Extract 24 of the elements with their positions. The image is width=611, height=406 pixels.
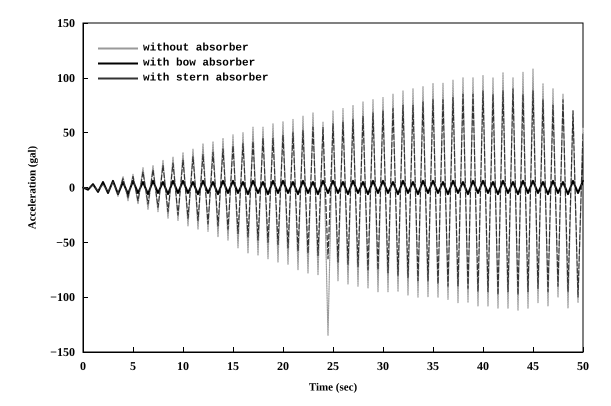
legend-label: without absorber [143, 42, 249, 54]
x-tick-label: 35 [427, 359, 439, 373]
x-tick-label: 50 [577, 359, 589, 373]
x-tick-label: 10 [177, 359, 189, 373]
y-tick-label: 0 [69, 180, 75, 194]
legend-label: with bow absorber [143, 58, 256, 70]
x-tick-label: 15 [227, 359, 239, 373]
x-tick-label: 40 [477, 359, 489, 373]
x-tick-label: 0 [80, 359, 86, 373]
x-tick-label: 30 [377, 359, 389, 373]
y-tick-label: −50 [56, 235, 75, 250]
x-tick-label: 20 [277, 359, 289, 373]
x-tick-label: 45 [527, 359, 539, 373]
y-tick-label: 150 [57, 16, 75, 30]
y-axis-title: Acceleration (gal) [26, 145, 38, 230]
x-axis-title: Time (sec) [308, 382, 358, 394]
y-tick-label: −100 [50, 290, 75, 304]
y-tick-label: 100 [57, 70, 75, 85]
line-series [82, 88, 584, 298]
x-tick-label: 25 [327, 359, 339, 373]
x-tick-label: 5 [130, 359, 136, 373]
y-tick-label: 50 [63, 126, 75, 140]
legend-label: with stern absorber [143, 72, 268, 84]
y-tick-label: −150 [50, 345, 75, 359]
